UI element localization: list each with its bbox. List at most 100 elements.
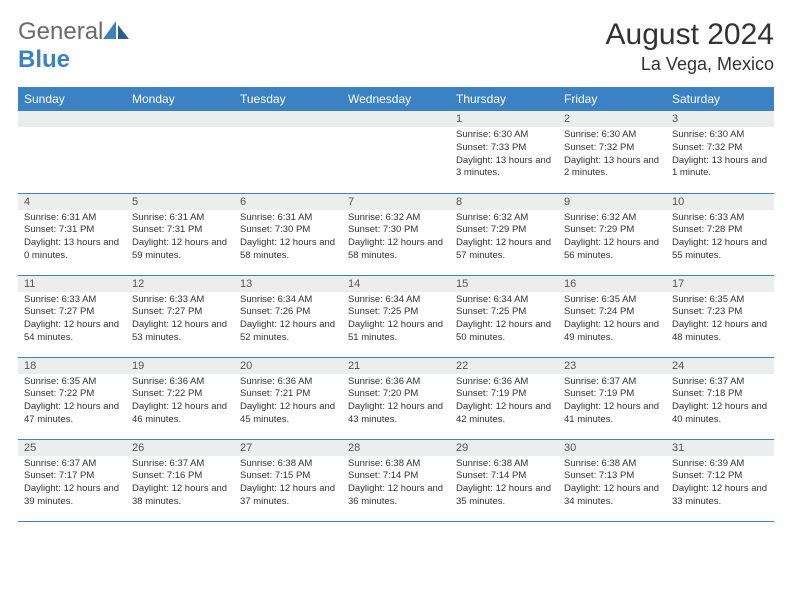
day-content: Sunrise: 6:35 AMSunset: 7:23 PMDaylight:… [666,292,774,349]
sunrise-line: Sunrise: 6:34 AM [348,294,444,307]
sunrise-line: Sunrise: 6:36 AM [132,376,228,389]
daylight-line: Daylight: 12 hours and 53 minutes. [132,319,228,345]
sunrise-line: Sunrise: 6:30 AM [672,129,768,142]
sunset-line: Sunset: 7:31 PM [24,224,120,237]
day-content: Sunrise: 6:30 AMSunset: 7:33 PMDaylight:… [450,127,558,184]
calendar-week-row: 4Sunrise: 6:31 AMSunset: 7:31 PMDaylight… [18,193,774,275]
day-content: Sunrise: 6:36 AMSunset: 7:19 PMDaylight:… [450,374,558,431]
sunrise-line: Sunrise: 6:31 AM [24,212,120,225]
calendar-day-cell [342,111,450,193]
weekday-header-row: SundayMondayTuesdayWednesdayThursdayFrid… [18,87,774,111]
sunset-line: Sunset: 7:32 PM [672,142,768,155]
day-content: Sunrise: 6:30 AMSunset: 7:32 PMDaylight:… [558,127,666,184]
day-number: 2 [558,111,666,127]
calendar-day-cell: 4Sunrise: 6:31 AMSunset: 7:31 PMDaylight… [18,193,126,275]
day-number: 1 [450,111,558,127]
day-content: Sunrise: 6:37 AMSunset: 7:18 PMDaylight:… [666,374,774,431]
sunrise-line: Sunrise: 6:38 AM [456,458,552,471]
day-number: 22 [450,358,558,374]
calendar-day-cell: 19Sunrise: 6:36 AMSunset: 7:22 PMDayligh… [126,357,234,439]
day-number: 13 [234,276,342,292]
day-number: 26 [126,440,234,456]
weekday-header: Wednesday [342,87,450,111]
sunset-line: Sunset: 7:23 PM [672,306,768,319]
day-content: Sunrise: 6:32 AMSunset: 7:29 PMDaylight:… [450,210,558,267]
day-content: Sunrise: 6:37 AMSunset: 7:17 PMDaylight:… [18,456,126,513]
day-number: 3 [666,111,774,127]
sunrise-line: Sunrise: 6:34 AM [240,294,336,307]
sunset-line: Sunset: 7:20 PM [348,388,444,401]
calendar-day-cell [126,111,234,193]
calendar-day-cell: 31Sunrise: 6:39 AMSunset: 7:12 PMDayligh… [666,439,774,521]
calendar-body: 1Sunrise: 6:30 AMSunset: 7:33 PMDaylight… [18,111,774,521]
page-title: August 2024 [606,18,774,52]
day-content: Sunrise: 6:31 AMSunset: 7:31 PMDaylight:… [18,210,126,267]
weekday-header: Friday [558,87,666,111]
sunrise-line: Sunrise: 6:38 AM [348,458,444,471]
calendar-week-row: 18Sunrise: 6:35 AMSunset: 7:22 PMDayligh… [18,357,774,439]
calendar-day-cell: 16Sunrise: 6:35 AMSunset: 7:24 PMDayligh… [558,275,666,357]
sunrise-line: Sunrise: 6:32 AM [348,212,444,225]
sunrise-line: Sunrise: 6:30 AM [564,129,660,142]
calendar-day-cell: 12Sunrise: 6:33 AMSunset: 7:27 PMDayligh… [126,275,234,357]
calendar-day-cell [18,111,126,193]
calendar-day-cell: 21Sunrise: 6:36 AMSunset: 7:20 PMDayligh… [342,357,450,439]
sunrise-line: Sunrise: 6:32 AM [564,212,660,225]
daylight-line: Daylight: 12 hours and 43 minutes. [348,401,444,427]
day-number: 23 [558,358,666,374]
day-content: Sunrise: 6:39 AMSunset: 7:12 PMDaylight:… [666,456,774,513]
day-content: Sunrise: 6:33 AMSunset: 7:27 PMDaylight:… [18,292,126,349]
calendar-day-cell: 6Sunrise: 6:31 AMSunset: 7:30 PMDaylight… [234,193,342,275]
calendar-day-cell: 23Sunrise: 6:37 AMSunset: 7:19 PMDayligh… [558,357,666,439]
day-number: 12 [126,276,234,292]
daylight-line: Daylight: 12 hours and 54 minutes. [24,319,120,345]
sunset-line: Sunset: 7:25 PM [456,306,552,319]
sunrise-line: Sunrise: 6:32 AM [456,212,552,225]
sunset-line: Sunset: 7:15 PM [240,470,336,483]
daylight-line: Daylight: 12 hours and 58 minutes. [348,237,444,263]
sunset-line: Sunset: 7:26 PM [240,306,336,319]
daylight-line: Daylight: 12 hours and 56 minutes. [564,237,660,263]
day-number: 11 [18,276,126,292]
calendar-day-cell: 26Sunrise: 6:37 AMSunset: 7:16 PMDayligh… [126,439,234,521]
day-content: Sunrise: 6:34 AMSunset: 7:25 PMDaylight:… [342,292,450,349]
sunset-line: Sunset: 7:28 PM [672,224,768,237]
calendar-day-cell: 29Sunrise: 6:38 AMSunset: 7:14 PMDayligh… [450,439,558,521]
day-number: 30 [558,440,666,456]
day-content: Sunrise: 6:34 AMSunset: 7:25 PMDaylight:… [450,292,558,349]
calendar-day-cell: 22Sunrise: 6:36 AMSunset: 7:19 PMDayligh… [450,357,558,439]
calendar-day-cell: 7Sunrise: 6:32 AMSunset: 7:30 PMDaylight… [342,193,450,275]
sunrise-line: Sunrise: 6:30 AM [456,129,552,142]
weekday-header: Thursday [450,87,558,111]
day-number: 7 [342,194,450,210]
logo: General Blue [18,18,129,74]
weekday-header: Monday [126,87,234,111]
daylight-line: Daylight: 12 hours and 59 minutes. [132,237,228,263]
daylight-line: Daylight: 12 hours and 33 minutes. [672,483,768,509]
sunset-line: Sunset: 7:31 PM [132,224,228,237]
daylight-line: Daylight: 12 hours and 35 minutes. [456,483,552,509]
sunset-line: Sunset: 7:12 PM [672,470,768,483]
calendar-week-row: 1Sunrise: 6:30 AMSunset: 7:33 PMDaylight… [18,111,774,193]
day-number-empty [18,111,126,127]
daylight-line: Daylight: 12 hours and 47 minutes. [24,401,120,427]
sunset-line: Sunset: 7:18 PM [672,388,768,401]
daylight-line: Daylight: 12 hours and 49 minutes. [564,319,660,345]
day-content: Sunrise: 6:36 AMSunset: 7:21 PMDaylight:… [234,374,342,431]
calendar-day-cell: 28Sunrise: 6:38 AMSunset: 7:14 PMDayligh… [342,439,450,521]
day-content: Sunrise: 6:31 AMSunset: 7:30 PMDaylight:… [234,210,342,267]
daylight-line: Daylight: 12 hours and 48 minutes. [672,319,768,345]
calendar-table: SundayMondayTuesdayWednesdayThursdayFrid… [18,87,774,522]
day-content: Sunrise: 6:37 AMSunset: 7:16 PMDaylight:… [126,456,234,513]
day-number: 17 [666,276,774,292]
sunset-line: Sunset: 7:22 PM [24,388,120,401]
day-content: Sunrise: 6:36 AMSunset: 7:22 PMDaylight:… [126,374,234,431]
day-number: 5 [126,194,234,210]
sunrise-line: Sunrise: 6:35 AM [564,294,660,307]
sunrise-line: Sunrise: 6:38 AM [240,458,336,471]
sunrise-line: Sunrise: 6:33 AM [24,294,120,307]
daylight-line: Daylight: 13 hours and 2 minutes. [564,155,660,181]
title-block: August 2024 La Vega, Mexico [606,18,774,75]
daylight-line: Daylight: 12 hours and 52 minutes. [240,319,336,345]
day-number: 6 [234,194,342,210]
